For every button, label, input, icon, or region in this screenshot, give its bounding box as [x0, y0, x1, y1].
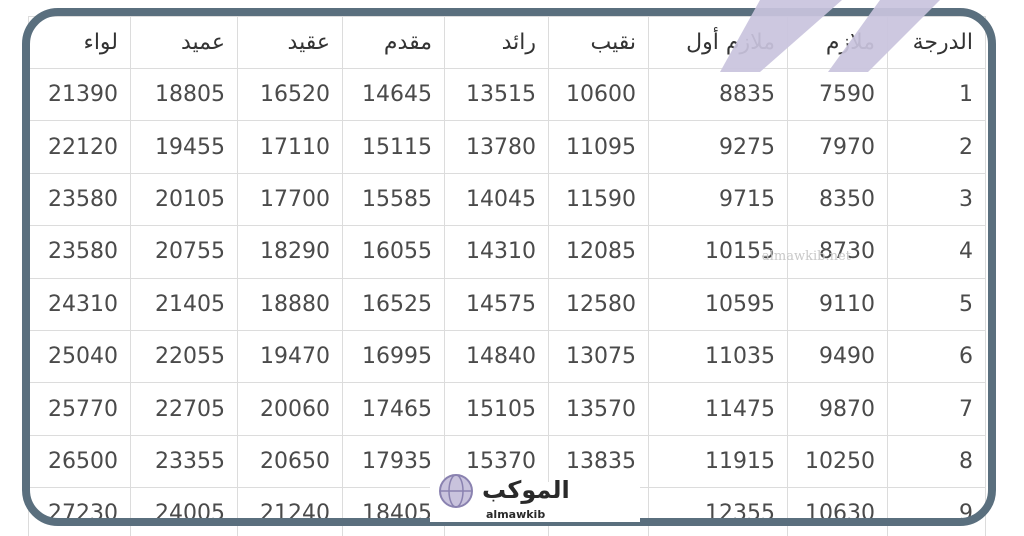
table-row: 4 8730 10155 12085 14310 16055 18290 20755 23580	[28, 225, 986, 279]
salary-table: الدرجةملازمملازم أولنقيبرائدمقدمعقيدعميد…	[28, 16, 986, 536]
column-header: مقدم	[342, 16, 445, 69]
logo: الموكب almawkib	[440, 474, 610, 524]
table-cell: 13570	[548, 382, 649, 436]
table-row: 1 7590 8835 10600 13515 14645 16520 18805 21390	[28, 67, 986, 122]
table-cell: 22120	[28, 120, 131, 174]
table-cell: 15585	[342, 172, 445, 227]
logo-name: الموكب	[482, 476, 570, 504]
table-cell: 11915	[648, 434, 788, 489]
table-cell: 14575	[444, 277, 549, 331]
table-cell: 10155	[648, 225, 788, 279]
table-cell: 26500	[28, 434, 131, 489]
table-cell: 17700	[237, 172, 343, 227]
table-cell: 8	[887, 434, 986, 489]
table-cell: 9490	[787, 329, 888, 384]
table-cell: 19455	[130, 120, 238, 174]
table-row: 5 9110 10595 12580 14575 16525 18880 21405 24310	[28, 277, 986, 331]
table-cell: 11035	[648, 329, 788, 384]
table-cell: 8730	[787, 225, 888, 279]
table-row: 6 9490 11035 13075 14840 16995 19470 22055 25040	[28, 329, 986, 384]
table-cell: 10595	[648, 277, 788, 331]
table-cell: 16995	[342, 329, 445, 384]
table-cell: 21405	[130, 277, 238, 331]
table-cell: 1	[887, 67, 986, 122]
logo-subtitle: almawkib	[486, 508, 546, 521]
table-cell: 23355	[130, 434, 238, 489]
table-cell: 24310	[28, 277, 131, 331]
table-cell: 9715	[648, 172, 788, 227]
table-cell: 8835	[648, 67, 788, 122]
table-cell: 13075	[548, 329, 649, 384]
table-cell: 15115	[342, 120, 445, 174]
table-cell: 20755	[130, 225, 238, 279]
table-cell: 25040	[28, 329, 131, 384]
watermark: almawkib.net	[762, 249, 851, 264]
table-cell: 19470	[237, 329, 343, 384]
table-cell: 9110	[787, 277, 888, 331]
table-cell: 20650	[237, 434, 343, 489]
frame	[22, 8, 996, 526]
table-cell: 18290	[237, 225, 343, 279]
table-cell: 9275	[648, 120, 788, 174]
table-cell: 11095	[548, 120, 649, 174]
table-body: 1 7590 8835 10600 13515 14645 16520 18805 21390 2…	[28, 67, 986, 536]
table-cell: 7590	[787, 67, 888, 122]
table-cell: 21390	[28, 67, 131, 122]
table-cell: 20105	[130, 172, 238, 227]
stripe	[828, 0, 940, 72]
table-cell: 18880	[237, 277, 343, 331]
table-cell: 14840	[444, 329, 549, 384]
table-cell: 7970	[787, 120, 888, 174]
table-cell: 13780	[444, 120, 549, 174]
table-cell: 8350	[787, 172, 888, 227]
table-cell: 17935	[342, 434, 445, 489]
table-cell: 3	[887, 172, 986, 227]
table-row: 2 7970 9275 11095 13780 15115 17110 19455 22120	[28, 120, 986, 174]
stripe	[720, 0, 842, 72]
table-row: 8 10250 11915 13835 15370 17935 20650 23355 2650…	[28, 434, 986, 489]
table-cell: 20060	[237, 382, 343, 436]
logo-backing	[430, 482, 625, 522]
table-cell: 27230	[28, 487, 131, 536]
table-cell: 18805	[130, 67, 238, 122]
table-cell: 14645	[342, 67, 445, 122]
table-cell: 17465	[342, 382, 445, 436]
column-header: الدرجة	[887, 16, 986, 69]
table-cell: 6	[887, 329, 986, 384]
table-cell: 14045	[444, 172, 549, 227]
table-cell: 11475	[648, 382, 788, 436]
table-cell: 16525	[342, 277, 445, 331]
table-cell: 22055	[130, 329, 238, 384]
table-cell: 15370	[444, 434, 549, 489]
table-cell: 12085	[548, 225, 649, 279]
table-row: 3 8350 9715 11590 14045 15585 17700 20105 23580	[28, 172, 986, 227]
